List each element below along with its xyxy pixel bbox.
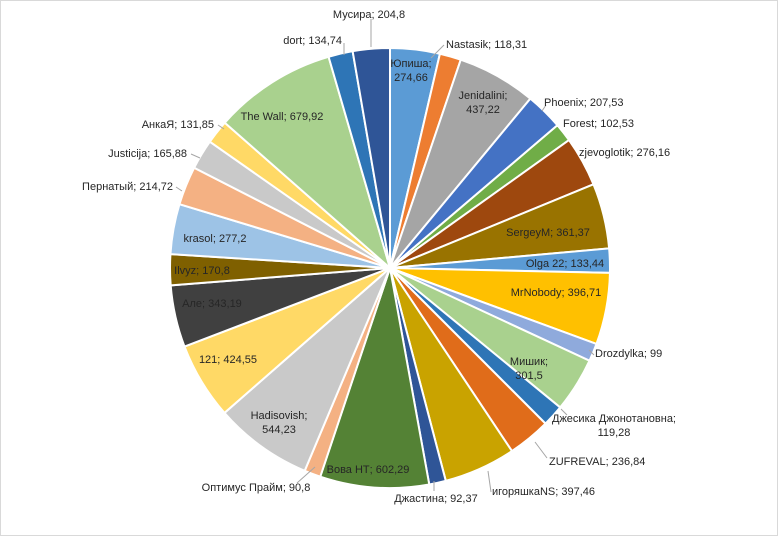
data-label: Оптимус Прайм; 90,8 [202, 482, 311, 494]
data-label: АнкаЯ; 131,85 [142, 119, 214, 131]
data-label: Jenidalini; 437,22 [459, 90, 508, 116]
data-label: Але; 343,19 [182, 298, 242, 310]
leader-line [217, 124, 225, 130]
pie-slice [223, 55, 392, 272]
data-label: Джастина; 92,37 [394, 493, 477, 505]
leader-line [430, 44, 445, 59]
leader-line [534, 441, 548, 459]
data-label: krasol; 277,2 [184, 233, 247, 245]
data-label: Olga 22; 133,44 [526, 258, 604, 270]
data-label: Джесика Джонотановна; 119,28 [552, 413, 676, 439]
data-label: Forest; 102,53 [563, 118, 634, 130]
leader-line [487, 470, 492, 493]
data-label: MrNobody; 396,71 [511, 287, 602, 299]
leader-line [296, 466, 316, 484]
data-label: The Wall; 679,92 [241, 111, 324, 123]
leader-line [560, 408, 568, 416]
leader-line [175, 186, 183, 192]
data-label: ZUFREVAL; 236,84 [549, 456, 645, 468]
data-label: 121; 424,55 [199, 354, 257, 366]
leader-line [588, 349, 595, 356]
data-label: Drozdylka; 99 [595, 348, 662, 360]
data-label: игоряшкаNS; 397,46 [492, 486, 595, 498]
data-label: Мусира; 204,8 [333, 9, 405, 21]
data-label: zjevoglotik; 276,16 [579, 147, 670, 159]
data-label: Justicija; 165,88 [108, 148, 187, 160]
data-label: SergeyM; 361,37 [506, 227, 590, 239]
data-label: Вова НТ; 602,29 [327, 464, 410, 476]
leader-line [190, 153, 201, 159]
data-label: Phoenix; 207,53 [544, 97, 624, 109]
data-label: Пернатый; 214,72 [82, 181, 173, 193]
pie-slice [351, 46, 391, 269]
data-label: Ilvyz; 170,8 [174, 265, 230, 277]
data-label: Мишик; 301,5 [510, 356, 548, 382]
pie-slice [223, 267, 391, 473]
data-label: Hadisovish; 544,23 [251, 410, 308, 436]
pie-slice [319, 267, 431, 489]
data-label: dort; 134,74 [283, 35, 342, 47]
data-label: Юпиша; 274,66 [390, 58, 431, 84]
leader-line [541, 104, 547, 112]
data-label: Nastasik; 118,31 [446, 39, 527, 51]
